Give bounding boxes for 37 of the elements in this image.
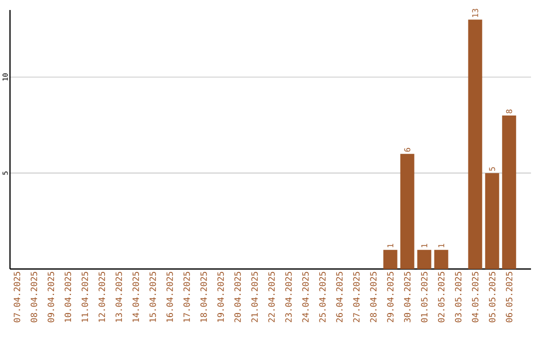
x-tick-label: 22.04.2025 xyxy=(268,272,275,322)
x-tick-label: 08.04.2025 xyxy=(30,272,38,322)
x-tick-label: 26.04.2025 xyxy=(336,272,343,322)
bar xyxy=(417,250,432,269)
x-tick-label: 27.04.2025 xyxy=(353,272,360,322)
x-tick-label: 19.04.2025 xyxy=(217,272,224,322)
x-tick-label: 11.04.2025 xyxy=(82,272,88,322)
x-tick-label: 24.04.2025 xyxy=(302,272,309,322)
x-tick-label: 02.05.2025 xyxy=(438,272,444,322)
x-tick-label: 14.04.2025 xyxy=(132,272,139,322)
x-tick-label: 05.05.2025 xyxy=(488,272,496,322)
x-tick-label: 10.04.2025 xyxy=(64,272,72,322)
bar xyxy=(400,154,414,269)
x-tick-label: 17.04.2025 xyxy=(183,272,190,322)
x-tick-label: 13.04.2025 xyxy=(116,272,122,322)
bar xyxy=(485,173,500,269)
x-tick-label: 07.04.2025 xyxy=(14,272,20,322)
x-tick-label: 25.04.2025 xyxy=(319,272,326,322)
x-tick-label: 15.04.2025 xyxy=(149,272,156,322)
x-tick-label: 04.05.2025 xyxy=(472,272,478,322)
x-tick-label: 28.04.2025 xyxy=(370,272,377,322)
x-tick-label: 06.05.2025 xyxy=(506,272,512,322)
x-tick-label: 12.04.2025 xyxy=(98,272,106,322)
bar xyxy=(383,250,398,269)
x-tick-label: 01.05.2025 xyxy=(421,272,428,322)
bar xyxy=(434,250,448,269)
x-tick-label: 23.04.2025 xyxy=(285,272,292,322)
bar xyxy=(468,20,482,269)
x-tick-label: 03.05.2025 xyxy=(454,272,462,322)
x-tick-label: 29.04.2025 xyxy=(387,272,394,322)
x-tick-label: 21.04.2025 xyxy=(251,272,258,322)
bar xyxy=(502,116,516,269)
x-tick-label: 16.04.2025 xyxy=(166,272,173,322)
x-tick-label: 09.04.2025 xyxy=(48,272,54,322)
x-tick-label: 30.04.2025 xyxy=(404,272,411,322)
x-tick-label: 20.04.2025 xyxy=(234,272,241,322)
x-tick-label: 18.04.2025 xyxy=(200,272,207,322)
